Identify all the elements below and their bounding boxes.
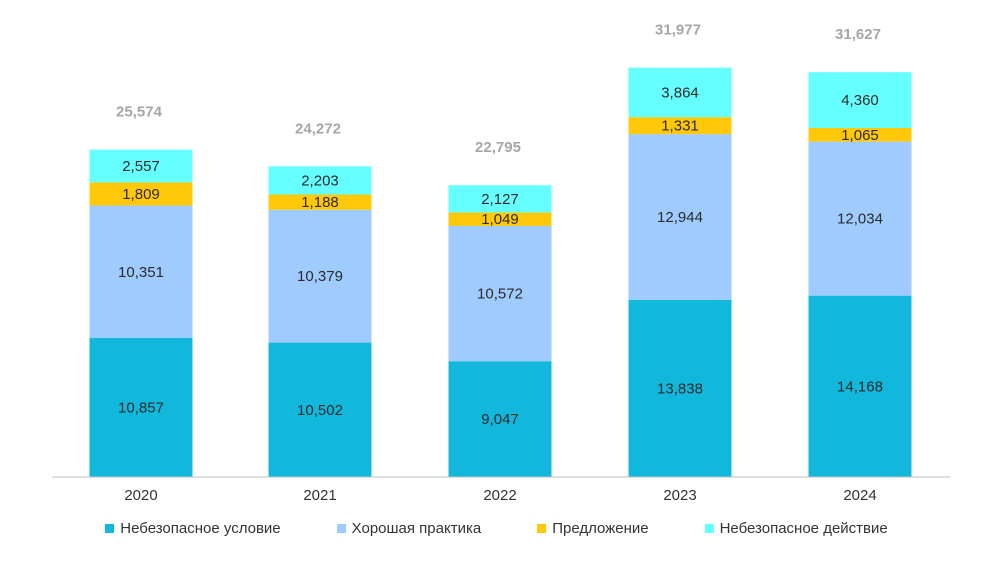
bar-segment: [808, 72, 912, 128]
bar-segment: [808, 141, 912, 296]
data-label: 2,557: [122, 158, 160, 175]
total-label: 24,272: [295, 120, 341, 137]
data-label: 1,049: [481, 211, 519, 228]
bars-group: [89, 67, 912, 477]
data-label: 1,188: [301, 194, 339, 211]
bar-segment: [89, 205, 193, 339]
total-label: 31,627: [835, 26, 881, 43]
bar-segment: [808, 295, 912, 477]
bar-segment: [268, 166, 372, 195]
total-label: 31,977: [655, 22, 701, 39]
data-label: 2,127: [481, 191, 519, 208]
data-label: 12,944: [657, 209, 703, 226]
data-label: 1,331: [661, 118, 699, 135]
data-label: 13,838: [657, 380, 703, 397]
labels-group: 10,857 10,351 1,809 2,557 25,574 2020 10,502 10…: [116, 22, 883, 504]
bar-segment: [89, 182, 193, 206]
legend-label: Небезопасное условие: [120, 520, 281, 537]
legend-item: Небезопасное условие: [105, 520, 281, 537]
data-label: 4,360: [841, 92, 879, 109]
legend-swatch: [105, 524, 115, 533]
bar-segment: [89, 338, 193, 477]
data-label: 10,857: [118, 400, 164, 417]
data-label: 1,065: [841, 127, 879, 144]
legend-item: Предложение: [537, 520, 649, 537]
bar-segment: [628, 67, 732, 118]
x-tick-label: 2020: [124, 487, 157, 504]
bar-segment: [268, 342, 372, 477]
legend-label: Предложение: [552, 520, 649, 537]
bar-segment: [268, 209, 372, 343]
legend-label: Хорошая практика: [351, 520, 482, 537]
data-label: 9,047: [481, 411, 519, 428]
legend: Небезопасное условие Хорошая практика Пред…: [0, 520, 993, 537]
x-tick-label: 2021: [303, 487, 336, 504]
data-label: 10,351: [118, 264, 164, 281]
bar-segment: [448, 225, 552, 362]
bar-segment: [268, 194, 372, 210]
data-label: 12,034: [837, 211, 883, 228]
total-label: 25,574: [116, 104, 163, 121]
data-label: 14,168: [837, 378, 883, 395]
bar-segment: [448, 361, 552, 477]
legend-swatch: [336, 524, 346, 533]
bar-segment: [808, 127, 912, 142]
legend-swatch: [537, 524, 547, 533]
legend-item: Хорошая практика: [336, 520, 482, 537]
bar-segment: [628, 299, 732, 477]
data-label: 2,203: [301, 172, 339, 189]
bar-segment: [89, 149, 193, 183]
legend-label: Небезопасное действие: [719, 520, 888, 537]
bar-segment: [448, 212, 552, 226]
bar-segment: [628, 134, 732, 300]
x-tick-label: 2022: [483, 487, 516, 504]
data-label: 3,864: [661, 84, 699, 101]
bar-segment: [448, 185, 552, 213]
data-label: 10,379: [297, 268, 343, 285]
legend-item: Небезопасное действие: [704, 520, 888, 537]
legend-swatch: [704, 524, 714, 533]
x-tick-label: 2024: [843, 487, 876, 504]
data-label: 10,502: [297, 402, 343, 419]
data-label: 1,809: [122, 186, 160, 203]
total-label: 22,795: [475, 139, 521, 156]
bar-segment: [628, 117, 732, 135]
x-tick-label: 2023: [663, 487, 696, 504]
data-label: 10,572: [477, 286, 523, 303]
